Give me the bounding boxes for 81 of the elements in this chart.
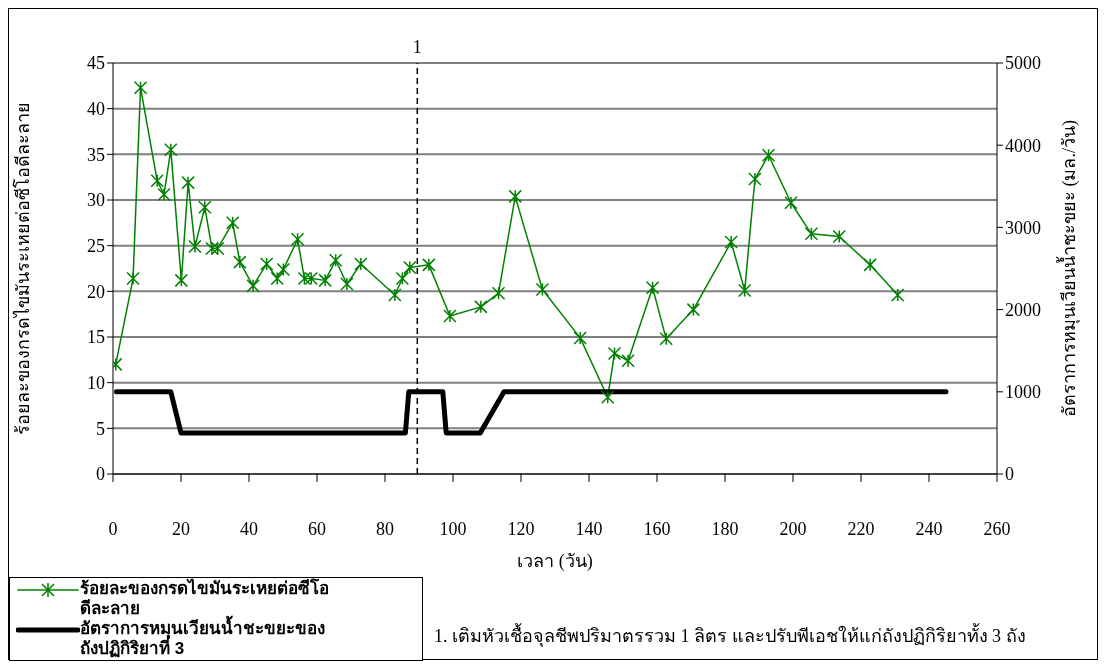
y2-tick-label: 1000 xyxy=(1005,382,1041,403)
y2-tick-label: 0 xyxy=(1005,464,1014,485)
point xyxy=(535,282,550,297)
x-tick-label: 260 xyxy=(983,518,1011,539)
point xyxy=(890,288,905,302)
y-tick-label: 40 xyxy=(87,99,105,120)
point xyxy=(340,277,354,291)
text: 1. เติมหัวเชื้อจุลชีพปริมาตรรวม 1 ลิตร และปรับพีเอชให้แก่ถังปฏิกิริยาทั้ง 3 ถัง xyxy=(434,622,1026,649)
point xyxy=(188,239,202,254)
point xyxy=(290,232,305,247)
x-tick-label: 200 xyxy=(779,518,807,539)
x-tick-label: 180 xyxy=(711,518,739,539)
y-tick-label: 0 xyxy=(96,464,105,485)
y-tick-label: 35 xyxy=(87,144,105,165)
x-axis-title: เวลา (วัน) xyxy=(517,550,593,572)
point xyxy=(328,253,343,268)
point xyxy=(276,262,291,277)
point xyxy=(761,148,776,162)
point xyxy=(443,309,457,323)
point xyxy=(737,283,752,298)
point xyxy=(784,195,798,210)
point xyxy=(474,300,488,314)
point xyxy=(354,257,368,271)
point xyxy=(270,271,284,286)
point xyxy=(573,331,587,345)
y-tick-label: 25 xyxy=(87,236,105,257)
point xyxy=(600,390,615,405)
point xyxy=(724,235,738,249)
x-tick-label: 140 xyxy=(575,518,603,539)
point xyxy=(832,229,846,244)
point xyxy=(607,346,622,361)
y2-axis-title: อัตราการหมุนเวียนน้ำชะขยะ (มล./วัน) xyxy=(1056,120,1081,417)
point xyxy=(210,241,225,256)
y-tick-label: 5 xyxy=(96,418,105,439)
point xyxy=(174,273,189,288)
point xyxy=(403,260,417,275)
y-tick-label: 20 xyxy=(87,281,105,302)
point xyxy=(422,258,436,272)
point xyxy=(491,286,506,300)
x-tick-label: 240 xyxy=(915,518,943,539)
point xyxy=(395,271,410,286)
y-tick-label: 15 xyxy=(87,327,105,348)
y-axis-title: ร้อยละของกรดไขมันระเหยต่อซีโอดีละลาย xyxy=(12,102,34,435)
x-tick-label: 160 xyxy=(643,518,671,539)
y-tick-label: 10 xyxy=(87,373,105,394)
point xyxy=(863,258,877,272)
point xyxy=(246,279,260,293)
y2-tick-label: 3000 xyxy=(1005,217,1041,238)
point xyxy=(225,216,240,230)
y-tick-label: 45 xyxy=(87,53,105,74)
x-tick-label: 100 xyxy=(439,518,467,539)
y2-tick-label: 2000 xyxy=(1005,299,1041,320)
point xyxy=(126,271,140,286)
point xyxy=(297,271,312,286)
point xyxy=(388,288,402,302)
point xyxy=(804,227,819,241)
point xyxy=(686,302,701,317)
point xyxy=(259,257,274,271)
point xyxy=(645,280,660,295)
point xyxy=(133,80,148,95)
point xyxy=(164,143,178,157)
point xyxy=(748,172,762,186)
point xyxy=(508,189,522,204)
point xyxy=(181,175,195,190)
y2-tick-label: 5000 xyxy=(1005,53,1041,74)
point xyxy=(621,354,635,368)
y2-tick-label: 4000 xyxy=(1005,135,1041,156)
point xyxy=(318,273,332,288)
point xyxy=(233,255,247,269)
point xyxy=(659,332,673,346)
x-tick-label: 120 xyxy=(507,518,535,539)
text: 1 xyxy=(412,37,422,57)
x-tick-label: 80 xyxy=(376,518,394,539)
x-tick-label: 40 xyxy=(240,518,258,539)
point xyxy=(304,271,318,286)
point xyxy=(198,200,212,215)
x-tick-label: 220 xyxy=(847,518,875,539)
y-tick-label: 30 xyxy=(87,190,105,211)
point xyxy=(205,241,219,256)
x-tick-label: 20 xyxy=(172,518,190,539)
x-tick-label: 60 xyxy=(308,518,326,539)
